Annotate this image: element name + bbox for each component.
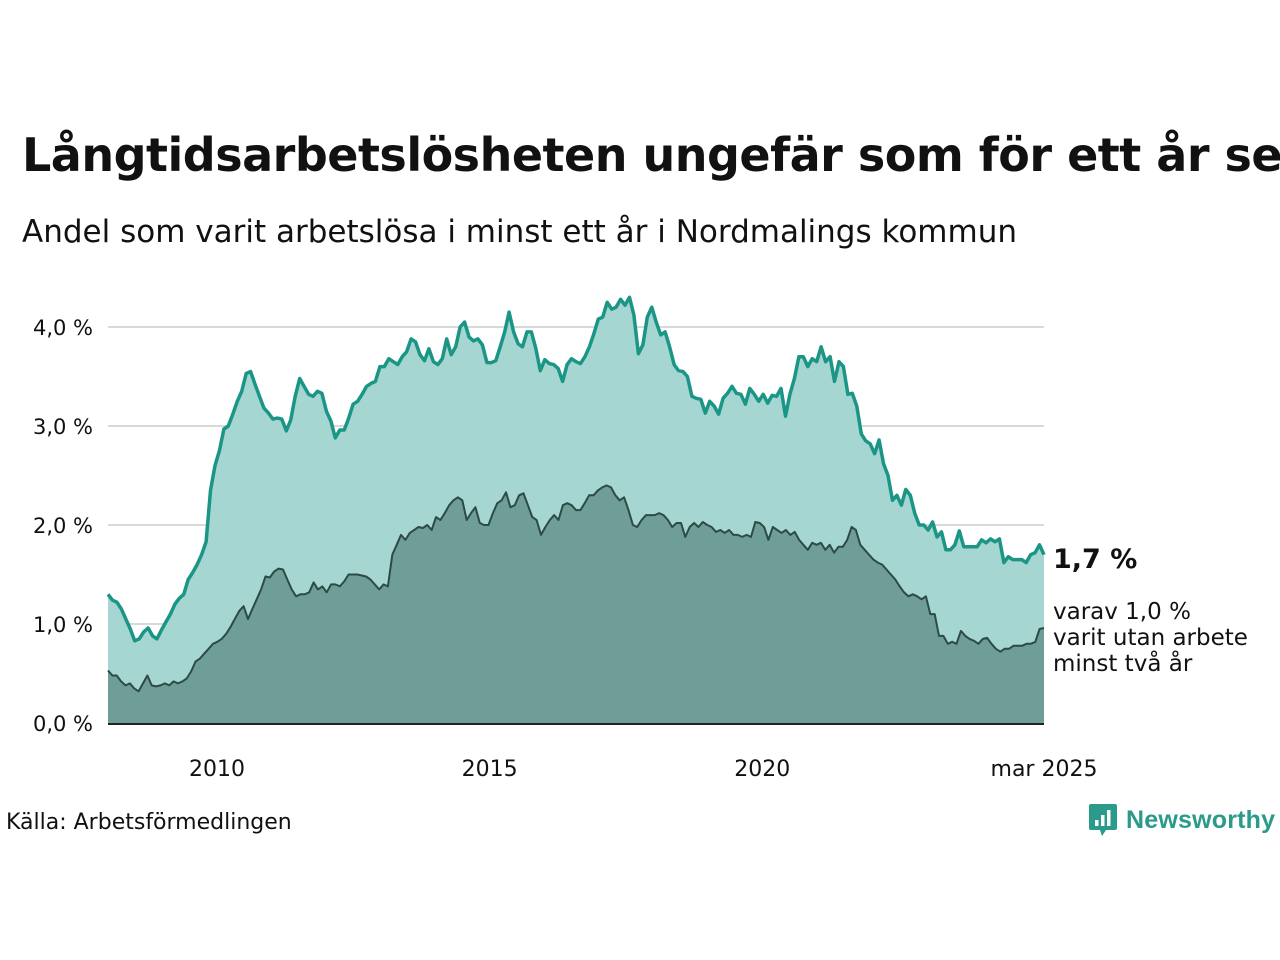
x-tick-label: 2015 bbox=[462, 757, 518, 782]
chart-subtitle: Andel som varit arbetslösa i minst ett å… bbox=[22, 214, 1017, 250]
sub-label-line-3: minst två år bbox=[1053, 649, 1193, 677]
series-areas bbox=[106, 295, 1046, 723]
source-note: Källa: Arbetsförmedlingen bbox=[6, 810, 292, 835]
y-tick-labels: 0,0 % 1,0 % 2,0 % 3,0 % 4,0 % bbox=[33, 316, 93, 736]
x-tick-label: 2010 bbox=[189, 757, 245, 782]
sub-label-line-2: varit utan arbete bbox=[1053, 625, 1248, 651]
last-value-label: 1,7 % bbox=[1053, 544, 1137, 575]
chart-title: Långtidsarbetslösheten ungefär som för e… bbox=[22, 128, 1280, 182]
x-tick-label: 2020 bbox=[734, 757, 790, 782]
series-2-line bbox=[107, 484, 1045, 693]
sub-label-line-1: varav 1,0 % bbox=[1053, 599, 1191, 625]
y-tick-label: 0,0 % bbox=[33, 712, 93, 736]
end-annotations: 1,7 % varav 1,0 % varit utan arbete mins… bbox=[1053, 544, 1248, 677]
y-tick-label: 1,0 % bbox=[33, 613, 93, 637]
series-2-area bbox=[108, 485, 1044, 723]
newsworthy-logo-icon bbox=[1089, 804, 1117, 836]
series-1-line bbox=[106, 295, 1046, 643]
y-tick-label: 4,0 % bbox=[33, 316, 93, 340]
x-tick-label: mar 2025 bbox=[991, 757, 1098, 782]
x-tick-labels: 2010 2015 2020 mar 2025 bbox=[189, 757, 1097, 782]
y-tick-label: 2,0 % bbox=[33, 514, 93, 538]
newsworthy-logo-text: Newsworthy bbox=[1126, 805, 1276, 834]
y-tick-label: 3,0 % bbox=[33, 415, 93, 439]
newsworthy-logo[interactable]: Newsworthy bbox=[1088, 802, 1275, 838]
